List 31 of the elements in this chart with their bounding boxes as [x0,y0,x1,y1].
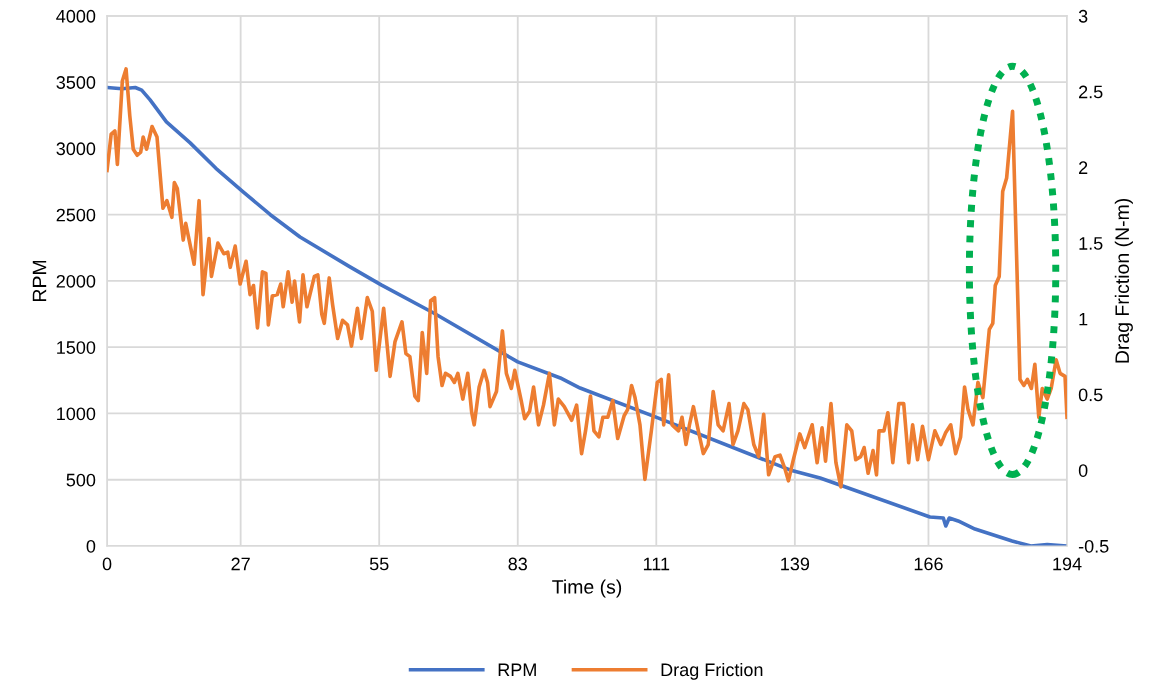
y2-tick-label: -0.5 [1078,539,1109,553]
y-tick-label: 500 [66,473,96,487]
y-tick-label: 4000 [56,9,96,23]
y2-axis-title: Drag Friction (N-m) [1114,198,1133,363]
y2-tick-label: 0.5 [1078,388,1103,402]
y-tick-label: 3500 [56,76,96,89]
x-tick-label: 55 [369,557,389,571]
y-tick-label: 0 [86,539,96,553]
y-axis-title: RPM [32,260,47,301]
x-tick-label: 111 [643,557,670,571]
y-tick-label: 2000 [56,274,96,288]
x-tick-label: 27 [231,557,250,571]
y-tick-label: 1500 [57,341,96,354]
y-tick-label: 1000 [57,407,96,421]
x-axis-title: Time (s) [552,579,622,598]
y2-tick-label: 1 [1079,312,1088,326]
legend-label: RPM [498,663,536,677]
y2-tick-label: 3 [1078,9,1088,23]
y-tick-label: 3000 [56,142,96,156]
x-tick-label: 83 [508,557,527,571]
y2-tick-label: 2 [1079,161,1088,174]
y2-tick-label: 2.5 [1079,85,1103,99]
y2-tick-label: 1.5 [1079,237,1103,250]
x-tick-label: 0 [102,557,112,571]
x-tick-label: 166 [914,557,943,571]
x-tick-label: 194 [1053,557,1082,571]
y2-tick-label: 0 [1078,464,1088,477]
line-series [107,67,1068,489]
legend-label: Drag Friction [661,662,763,680]
y-tick-label: 2500 [56,208,96,222]
x-tick-label: 139 [781,557,810,571]
